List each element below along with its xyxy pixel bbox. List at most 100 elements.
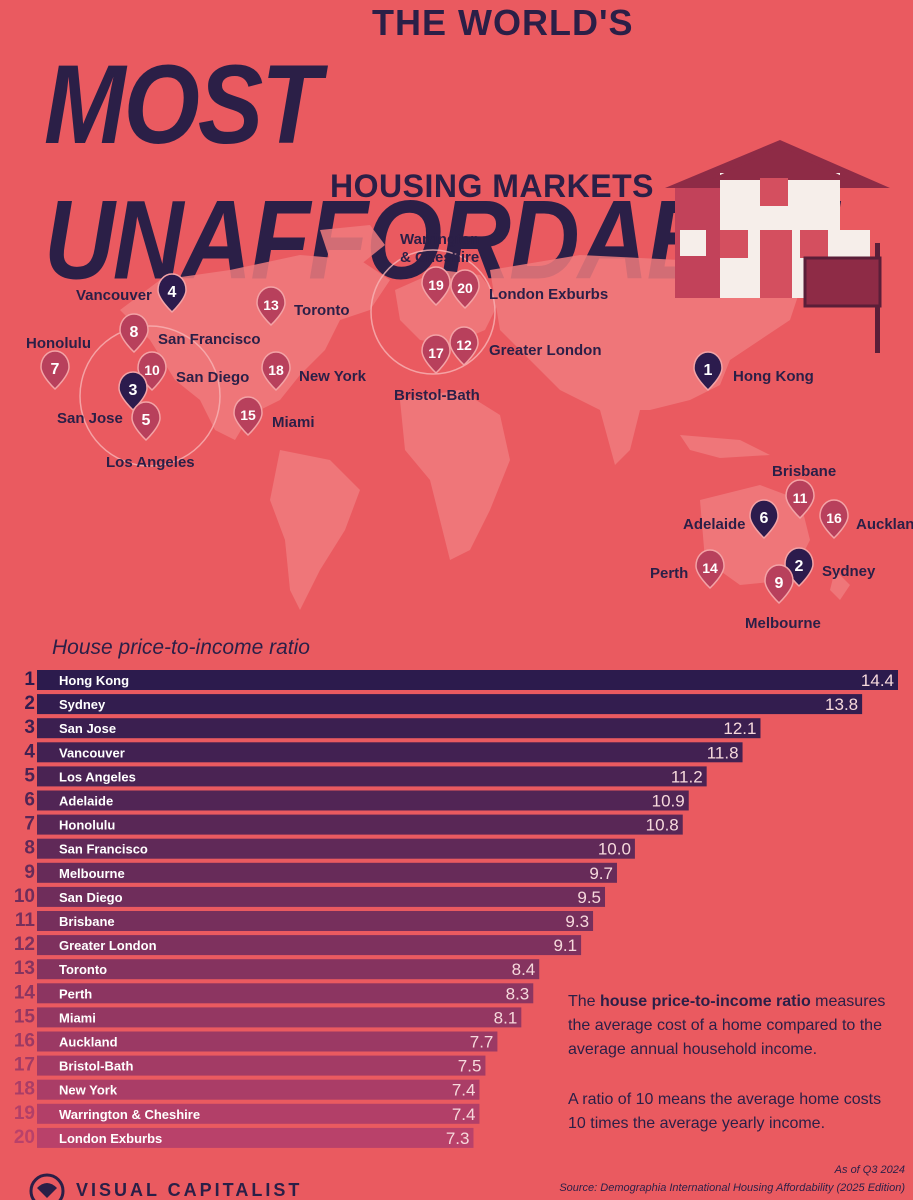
bar-category-label: Los Angeles [59,769,136,784]
australia-landmass [700,485,810,585]
as-of-date: As of Q3 2024 [834,1164,905,1176]
bar [37,814,683,835]
bar-category-label: Brisbane [59,914,115,929]
map-label-miami: Miami [272,414,315,431]
bar-value-label: 9.5 [577,888,601,907]
india-landmass [600,410,640,465]
bar-value-label: 10.0 [598,840,631,859]
bar-rank: 7 [24,814,35,835]
map-pin-rank: 4 [168,284,177,301]
world-map [79,225,850,610]
bar-value-label: 7.4 [452,1081,476,1100]
map-label-hong-kong: Hong Kong [733,368,814,385]
africa-landmass [400,390,510,560]
map-pin-rank: 1 [704,362,713,379]
bar-rank: 15 [14,1006,36,1027]
map-pin-brisbane: 11 [785,479,815,520]
bar-value-label: 7.7 [470,1033,494,1052]
bar-value-label: 8.1 [494,1008,518,1027]
indonesia-landmass [680,435,770,458]
map-label-bristol-bath: Bristol-Bath [394,387,480,404]
map-pin-toronto: 13 [256,286,286,327]
map-pin-rank: 8 [130,324,139,341]
greenland-landmass [320,225,385,265]
bar-rank: 19 [14,1103,35,1124]
bar [37,1079,480,1100]
bar-value-label: 7.5 [458,1057,482,1076]
bar-rank: 18 [14,1079,35,1100]
bar-category-label: Perth [59,986,92,1001]
bar-value-label: 14.4 [861,671,894,690]
map-pin-miami: 15 [233,396,263,437]
bar-category-label: New York [59,1083,118,1098]
map-pin-rank: 10 [144,362,160,378]
map-pin-rank: 13 [263,297,279,313]
bar-rank: 1 [24,669,35,690]
bar-rank: 17 [14,1055,35,1076]
bar-value-label: 9.7 [589,864,613,883]
bar-category-label: London Exburbs [59,1131,162,1146]
bar-category-label: Auckland [59,1035,118,1050]
title-sub: HOUSING MARKETS [330,168,654,204]
bar [37,838,635,859]
bar-rank: 3 [24,717,35,738]
map-label-san-diego: San Diego [176,369,250,386]
bar-rank: 12 [14,934,35,955]
bar-value-label: 9.3 [565,912,589,931]
bar [37,886,606,907]
bar-category-label: Melbourne [59,866,125,881]
bar-rank: 14 [14,982,36,1003]
bar-value-label: 10.9 [652,792,685,811]
description-suffix: measures the average cost of a home comp… [568,993,886,1058]
new-zealand-landmass [830,570,850,600]
bar-category-label: Vancouver [59,745,125,760]
bar [37,1007,522,1028]
bar-value-label: 13.8 [825,695,858,714]
map-pin-rank: 3 [129,382,138,399]
chart-title: House price-to-income ratio [52,636,310,659]
map-label-greater-london: Greater London [489,342,602,359]
map-pin-hong-kong: 1 [693,351,723,392]
bar [37,694,863,715]
bar [37,1103,480,1124]
map-pin-greater-london: 12 [449,326,479,367]
bar-value-label: 7.3 [446,1129,470,1148]
map-pin-melbourne: 9 [764,564,794,605]
map-label-honolulu: Honolulu [26,335,91,352]
map-pin-rank: 5 [142,412,151,429]
bar-rank: 2 [24,693,35,714]
map-pin-warrington: 19 [421,266,451,307]
map-pin-rank: 19 [428,277,444,293]
bar-rank: 9 [24,862,35,883]
bar-rank: 10 [14,886,35,907]
map-pin-rank: 2 [795,558,804,575]
bar-value-label: 10.8 [646,816,679,835]
description-example: A ratio of 10 means the average home cos… [568,1091,882,1132]
map-pin-vancouver: 4 [157,273,187,314]
bar [37,766,707,787]
north-america-landmass [120,255,390,440]
bar-category-label: Adelaide [59,794,113,809]
bar [37,742,743,763]
bar-category-label: Honolulu [59,818,115,833]
bar-category-label: Warrington & Cheshire [59,1107,200,1122]
map-label-melbourne: Melbourne [745,615,821,632]
map-label-los-angeles: Los Angeles [106,454,195,471]
bar-rank: 6 [24,790,35,811]
map-pin-los-angeles: 5 [131,401,161,442]
bar-category-label: Toronto [59,962,107,977]
bar-rank: 13 [14,958,35,979]
map-label-vancouver: Vancouver [76,287,152,304]
brand-name: VISUAL CAPITALIST [76,1180,303,1200]
map-pin-rank: 12 [456,337,472,353]
bar [37,670,898,690]
bar [37,790,689,811]
bar-rank: 8 [24,838,35,859]
house-illustration [665,140,890,353]
map-pin-auckland: 16 [819,499,849,540]
map-pin-rank: 16 [826,510,842,526]
bar [37,862,617,883]
uk-callout-circle [370,249,496,375]
bar-value-label: 12.1 [723,719,756,738]
